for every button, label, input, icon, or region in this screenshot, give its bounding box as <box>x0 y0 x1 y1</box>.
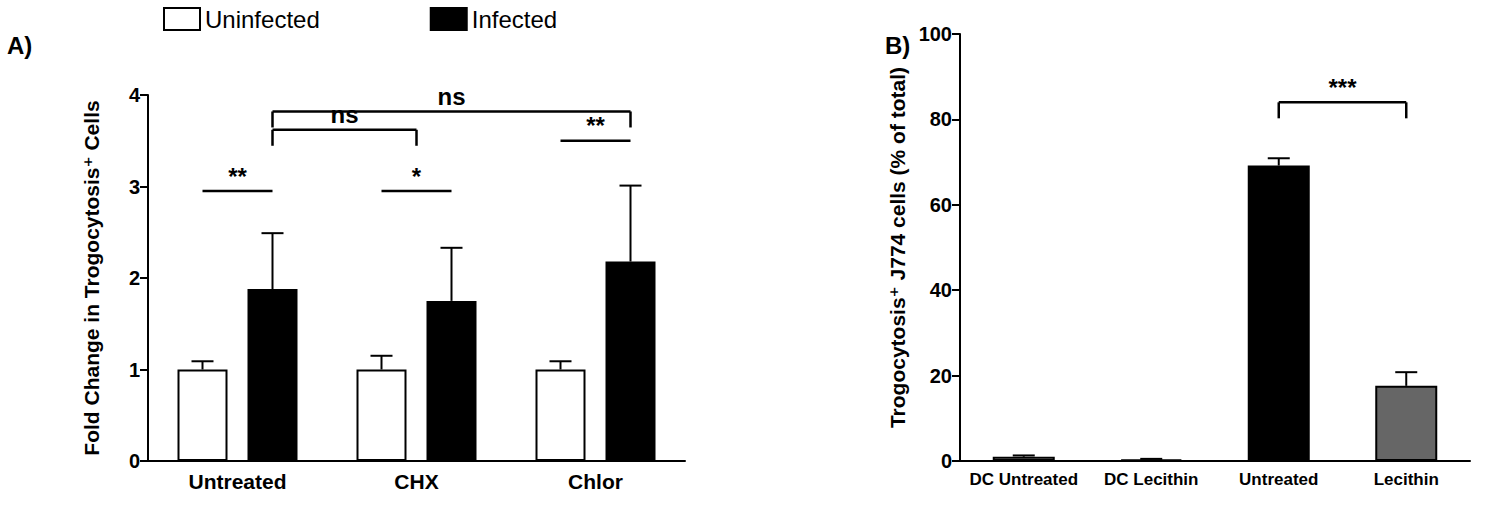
svg-text:2: 2 <box>129 267 140 289</box>
svg-text:**: ** <box>586 112 605 139</box>
svg-text:4: 4 <box>129 84 141 106</box>
svg-text:0: 0 <box>129 450 140 472</box>
svg-text:Fold Change in Trogocytosis⁺ C: Fold Change in Trogocytosis⁺ Cells <box>80 100 103 455</box>
svg-text:3: 3 <box>129 176 140 198</box>
svg-text:CHX: CHX <box>394 470 438 493</box>
svg-text:Untreated: Untreated <box>188 470 286 493</box>
svg-text:40: 40 <box>930 279 952 301</box>
svg-text:A): A) <box>7 32 32 59</box>
svg-text:60: 60 <box>930 194 952 216</box>
svg-text:1: 1 <box>129 359 140 381</box>
svg-text:ns: ns <box>437 83 465 110</box>
svg-text:DC Untreated: DC Untreated <box>969 470 1078 489</box>
svg-text:80: 80 <box>930 108 952 130</box>
svg-text:100: 100 <box>919 23 952 45</box>
svg-text:*: * <box>412 163 422 190</box>
svg-text:Infected: Infected <box>472 6 557 33</box>
svg-text:20: 20 <box>930 365 952 387</box>
svg-text:Lecithin: Lecithin <box>1374 470 1439 489</box>
svg-text:Chlor: Chlor <box>568 470 623 493</box>
svg-text:Uninfected: Uninfected <box>205 6 320 33</box>
svg-text:**: ** <box>228 163 247 190</box>
svg-text:***: *** <box>1328 74 1357 101</box>
svg-text:0: 0 <box>941 450 952 472</box>
svg-text:DC Lecithin: DC Lecithin <box>1104 470 1198 489</box>
svg-text:Trogocytosis⁺ J774 cells (% of: Trogocytosis⁺ J774 cells (% of total) <box>886 67 909 428</box>
svg-text:B): B) <box>885 32 910 59</box>
svg-text:ns: ns <box>330 101 358 128</box>
svg-text:Untreated: Untreated <box>1239 470 1318 489</box>
